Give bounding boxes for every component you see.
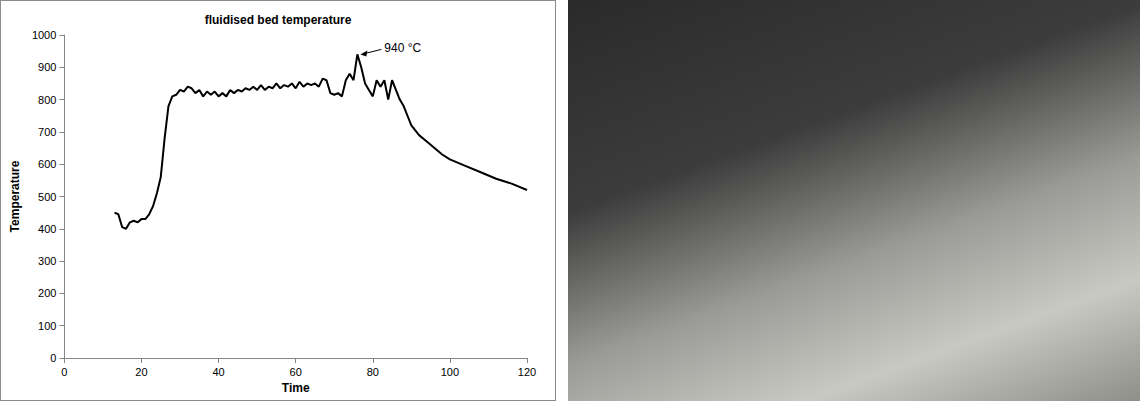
svg-text:900: 900 [38,61,56,73]
svg-text:700: 700 [38,126,56,138]
svg-text:100: 100 [38,320,56,332]
svg-text:300: 300 [38,255,56,267]
svg-text:0: 0 [61,366,67,378]
svg-text:60: 60 [290,366,302,378]
svg-text:40: 40 [212,366,224,378]
svg-text:Time: Time [282,381,310,395]
svg-text:940 °C: 940 °C [384,41,421,55]
svg-text:600: 600 [38,158,56,170]
svg-text:0: 0 [50,352,56,364]
svg-text:20: 20 [135,366,147,378]
svg-text:fluidised bed temperature: fluidised bed temperature [205,13,352,27]
svg-text:1000: 1000 [32,29,56,41]
svg-text:100: 100 [441,366,459,378]
svg-text:80: 80 [367,366,379,378]
svg-text:500: 500 [38,191,56,203]
svg-text:200: 200 [38,287,56,299]
svg-text:120: 120 [518,366,536,378]
svg-text:Temperature: Temperature [8,160,22,232]
svg-text:400: 400 [38,223,56,235]
svg-text:800: 800 [38,94,56,106]
